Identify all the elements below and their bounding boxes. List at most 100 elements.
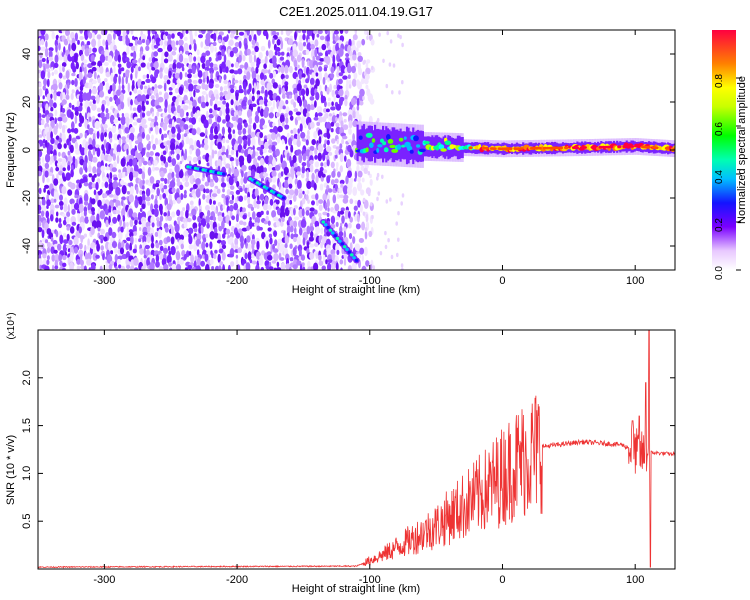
- noise-speck: [119, 247, 125, 255]
- noise-speck: [79, 84, 84, 92]
- noise-speck: [71, 89, 75, 94]
- noise-speck: [163, 185, 168, 190]
- noise-speck: [298, 248, 302, 258]
- noise-speck: [104, 116, 107, 122]
- noise-speck: [297, 179, 302, 190]
- noise-speck: [58, 121, 63, 130]
- noise-speck: [96, 147, 101, 157]
- noise-speck: [226, 34, 229, 40]
- noise-speck: [225, 148, 229, 158]
- noise-speck: [120, 226, 124, 233]
- noise-speck: [279, 243, 285, 252]
- noise-speck: [332, 40, 336, 44]
- noise-speck: [341, 255, 345, 259]
- noise-speck: [240, 177, 244, 186]
- noise-speck: [195, 148, 201, 158]
- noise-speck: [206, 110, 209, 119]
- noise-speck: [62, 213, 66, 218]
- noise-speck: [256, 204, 260, 210]
- noise-speck: [315, 226, 321, 235]
- noise-speck: [40, 30, 46, 36]
- noise-speck: [200, 41, 204, 48]
- noise-speck: [317, 143, 323, 153]
- snr-frame: [37, 329, 676, 570]
- noise-speck: [352, 54, 357, 61]
- noise-speck: [164, 197, 168, 207]
- noise-speck: [117, 117, 121, 121]
- noise-speck: [234, 42, 240, 47]
- noise-speck: [213, 253, 217, 260]
- noise-speck: [159, 215, 164, 222]
- noise-speck: [213, 232, 219, 239]
- noise-speck: [288, 189, 295, 196]
- noise-speck: [132, 248, 137, 254]
- noise-speck: [160, 208, 163, 216]
- noise-speck: [346, 65, 352, 74]
- noise-speck: [159, 71, 163, 79]
- noise-speck: [292, 154, 297, 164]
- noise-speck: [50, 107, 54, 112]
- noise-speck: [254, 45, 259, 53]
- noise-speck: [271, 260, 277, 264]
- noise-speck: [171, 40, 176, 49]
- noise-speck: [155, 242, 160, 249]
- noise-speck: [97, 199, 102, 208]
- noise-speck: [254, 114, 260, 124]
- noise-speck: [46, 246, 51, 254]
- noise-speck: [356, 253, 362, 259]
- noise-speck: [238, 110, 242, 116]
- noise-speck: [129, 219, 134, 228]
- noise-speck: [244, 30, 247, 33]
- noise-speck: [293, 205, 298, 209]
- noise-speck: [330, 66, 335, 74]
- noise-speck: [209, 98, 213, 107]
- noise-speck: [252, 87, 255, 95]
- noise-speck: [208, 56, 212, 62]
- noise-speck: [172, 62, 177, 71]
- noise-speck: [196, 49, 200, 56]
- noise-speck: [295, 76, 299, 85]
- noise-speck: [49, 98, 54, 108]
- noise-speck: [53, 198, 57, 203]
- noise-speck: [271, 30, 277, 36]
- noise-speck: [272, 70, 277, 78]
- noise-speck: [180, 210, 184, 217]
- noise-speck: [121, 113, 125, 117]
- noise-speck: [347, 139, 353, 144]
- noise-speck: [314, 100, 317, 108]
- noise-speck: [133, 50, 137, 60]
- band-core: [378, 129, 381, 159]
- noise-speck: [349, 216, 354, 223]
- noise-speck: [342, 197, 349, 204]
- noise-speck: [154, 167, 160, 171]
- noise-speck: [327, 97, 331, 102]
- noise-speck: [333, 94, 336, 102]
- noise-speck: [352, 133, 355, 142]
- noise-speck: [107, 89, 112, 95]
- noise-speck: [310, 43, 315, 50]
- noise-speck: [166, 79, 171, 85]
- noise-speck: [118, 35, 124, 42]
- noise-speck: [292, 247, 297, 257]
- noise-speck: [212, 41, 217, 47]
- noise-speck: [151, 111, 155, 117]
- noise-speck: [357, 81, 362, 90]
- x-tick-label: -100: [359, 275, 381, 287]
- noise-speck: [202, 254, 205, 259]
- noise-speck: [83, 182, 89, 187]
- noise-speck: [188, 53, 193, 63]
- noise-speck: [166, 236, 171, 243]
- noise-speck: [162, 150, 167, 155]
- noise-speck: [166, 203, 172, 211]
- noise-speck: [98, 234, 105, 241]
- snr-scale-label: (x10⁴): [6, 312, 17, 339]
- noise-speck: [222, 188, 225, 193]
- noise-speck: [159, 253, 165, 260]
- noise-speck: [334, 154, 338, 159]
- noise-speck: [155, 92, 159, 100]
- noise-speck: [155, 179, 161, 184]
- noise-speck: [91, 61, 97, 66]
- noise-speck: [149, 176, 155, 184]
- noise-speck: [168, 70, 172, 79]
- noise-speck: [183, 124, 189, 131]
